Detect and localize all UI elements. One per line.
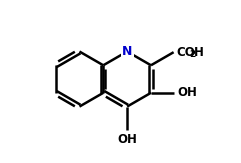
Text: N: N <box>122 45 132 58</box>
Text: OH: OH <box>177 86 197 99</box>
Text: OH: OH <box>117 133 137 146</box>
Text: 2: 2 <box>189 50 196 59</box>
Text: H: H <box>194 46 204 59</box>
Text: CO: CO <box>177 46 195 59</box>
